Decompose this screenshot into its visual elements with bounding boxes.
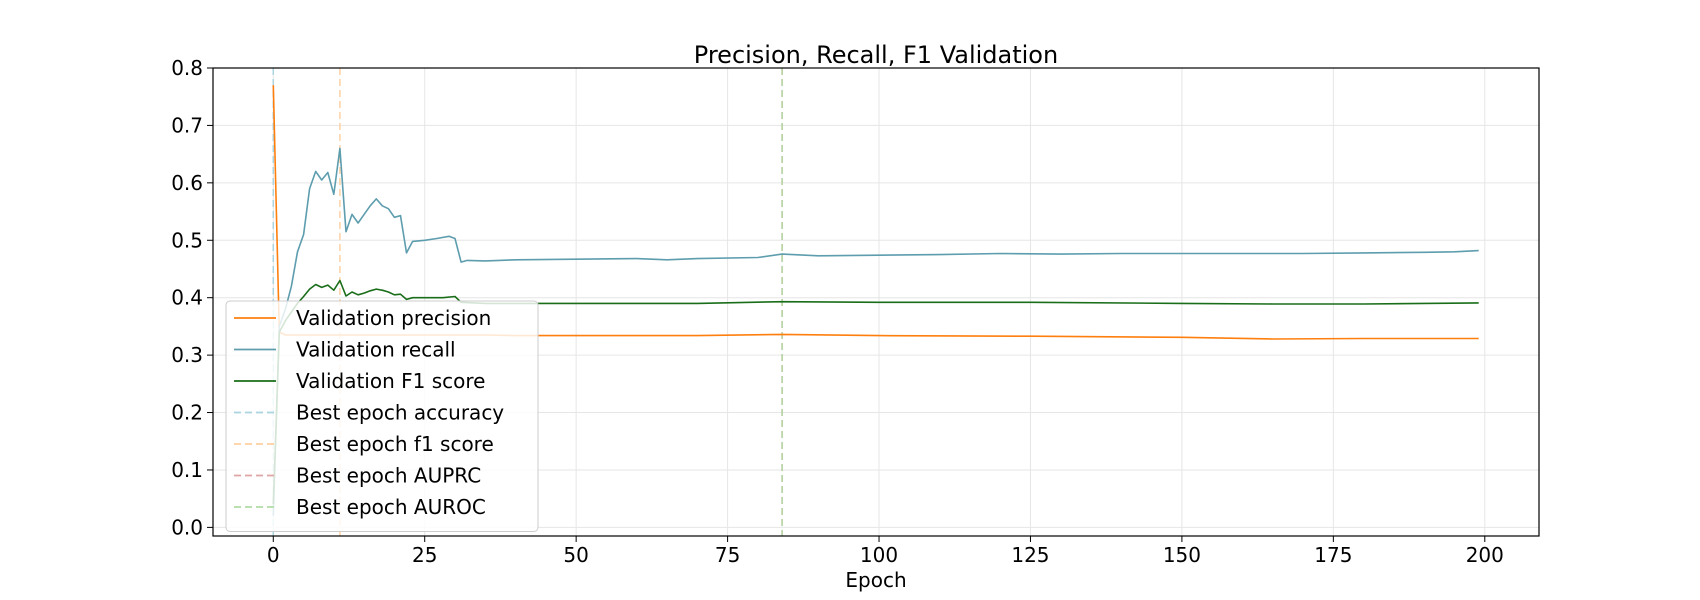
plot-frame [212,67,1540,537]
y-tick-label: 0.0 [171,515,203,539]
legend-label: Validation precision [296,306,491,330]
x-tick-label: 100 [860,543,898,567]
legend-box [225,300,539,532]
x-tick-label: 0 [267,543,280,567]
x-tick-label: 125 [1011,543,1049,567]
x-tick-label: 25 [412,543,437,567]
series-line-validation-f1-score [272,279,1479,505]
y-tick-label: 0.8 [171,56,203,80]
y-tick-label: 0.5 [171,228,203,252]
x-tick-label: 75 [715,543,740,567]
x-tick-label: 175 [1314,543,1352,567]
x-tick-label: 200 [1466,543,1504,567]
x-axis: 0 25 50 75 100 125 150 175 200 [267,536,1504,567]
grid [213,67,1539,536]
legend-label: Validation F1 score [296,369,485,393]
y-axis: 0.0 0.1 0.2 0.3 0.4 0.5 0.6 0.7 0.8 [171,56,213,539]
y-tick-label: 0.1 [171,458,203,482]
y-tick-label: 0.2 [171,401,203,425]
chart-title: Precision, Recall, F1 Validation [694,41,1058,69]
legend-label: Best epoch AUROC [296,495,486,519]
y-tick-label: 0.4 [171,286,203,310]
y-tick-label: 0.6 [171,171,203,195]
legend-label: Best epoch f1 score [296,432,494,456]
y-tick-label: 0.3 [171,343,203,367]
legend: Validation precision Validation recall Val… [225,300,539,532]
legend-label: Best epoch accuracy [296,401,504,425]
y-tick-label: 0.7 [171,113,203,137]
x-tick-label: 150 [1163,543,1201,567]
legend-label: Best epoch AUPRC [296,464,481,488]
legend-label: Validation recall [296,338,456,362]
x-tick-label: 50 [563,543,588,567]
series-line-validation-recall [272,147,1479,516]
x-axis-label: Epoch [845,568,906,592]
